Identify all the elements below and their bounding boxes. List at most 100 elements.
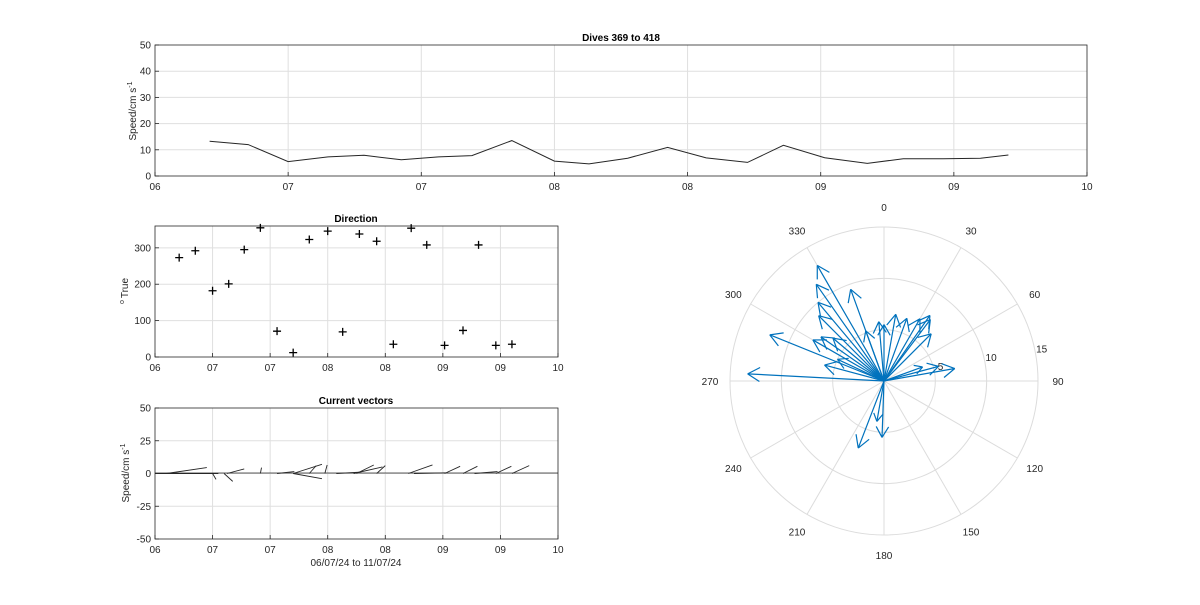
polar-vector-head [815,284,819,299]
current-vector-stick [293,473,323,480]
x-tick-label: 09 [437,363,449,374]
polar-vector-shaft [812,339,885,382]
polar-vector-head [824,360,838,366]
polar-angle-label: 150 [963,528,980,539]
y-tick-label: 20 [140,119,152,130]
polar-vector-shaft [883,318,908,382]
direction-y-label-text: True [120,278,131,299]
direction-chart-title: Direction [334,214,377,225]
polar-vector-head [872,321,880,334]
direction-point [256,223,265,232]
polar-vector-head [816,264,830,273]
current-vector-stick [462,465,478,474]
direction-point [289,348,298,357]
x-tick-label: 07 [416,182,428,193]
polar-vector-shaft [865,330,885,382]
direction-point [440,341,449,350]
polar-vector-shaft [747,373,885,382]
polar-vector-shaft [837,358,885,382]
polar-angle-label: 240 [725,464,742,475]
polar-vector-head [818,315,823,330]
x-tick-label: 07 [265,363,277,374]
x-tick-label: 09 [495,545,507,556]
speed-panel: Dives 369 to 418 06 07 07 08 08 09 09 10 0 10 20 30… [127,33,1093,193]
current-vector-stick [356,464,374,474]
direction-point [474,240,483,249]
polar-vector-head [820,336,828,350]
y-tick-label: 25 [140,436,152,447]
polar-vectors [747,264,956,449]
x-tick-label: 08 [380,545,392,556]
polar-angle-label: 330 [789,226,806,237]
y-tick-label: 50 [140,41,152,52]
vectors-y-label-text: Speed/cm s [121,450,132,503]
polar-vector-head [926,333,932,348]
polar-vector-head [895,317,908,328]
direction-markers [175,223,516,357]
x-tick-label: 08 [322,363,334,374]
x-tick-label: 08 [380,363,392,374]
polar-vector-head [926,362,939,367]
polar-vector-shaft [832,337,885,382]
x-tick-label: 07 [207,363,219,374]
y-tick-label: 0 [145,469,151,480]
polar-vector-shaft [883,366,923,382]
speed-y-label-sup: -1 [127,81,134,87]
current-vector-stick [212,473,217,480]
x-tick-label: 06 [149,182,161,193]
polar-vector-shaft [878,321,885,382]
polar-vector-shaft [883,314,897,382]
y-tick-label: -50 [137,535,152,546]
polar-vector-head [907,318,921,327]
direction-y-label: oTrue [119,278,131,305]
polar-vector-shaft [881,380,885,438]
polar-vector-head [928,315,931,330]
polar-vector-head [913,364,923,368]
y-tick-label: 30 [140,93,152,104]
direction-axes-box [154,225,559,358]
polar-vector-shaft [818,315,885,382]
polar-vector-head [817,302,822,317]
direction-point [507,340,516,349]
x-tick-label: 10 [1081,182,1093,193]
x-tick-label: 07 [283,182,295,193]
polar-labels: 0 30 60 90 120 150 180 210 240 270 300 330 5 10 15 [702,203,1064,562]
speed-gridlines [155,45,1087,176]
polar-radius-label: 10 [986,353,998,364]
current-vector-stick [376,465,386,474]
polar-vector-shaft [857,380,885,449]
polar-radius-label: 5 [938,362,944,373]
polar-vector-shaft [883,365,939,382]
speed-y-label: Speed/cm s-1 [127,81,139,140]
polar-vector-head [863,330,867,343]
direction-point [175,253,184,262]
direction-point [355,230,364,239]
direction-point [407,224,416,233]
current-vector-stick [444,465,461,474]
polar-vector-shaft [883,315,931,382]
speed-axes-box [154,44,1088,177]
polar-vector-head [917,318,931,326]
polar-vector-head [917,333,932,339]
polar-vector-shaft [820,336,885,382]
polar-vector-head [941,363,955,370]
polar-vector-shaft [883,333,932,382]
x-tick-label: 09 [495,363,507,374]
vectors-panel: Current vectors 06 07 07 08 08 09 09 10 -50 -25 0 2… [120,396,564,569]
y-tick-label: 200 [134,280,151,291]
direction-point [372,237,381,246]
vectors-y-label: Speed/cm s-1 [120,443,132,502]
direction-point [323,227,332,236]
current-vector-stick [511,465,530,474]
current-vector-stick [308,465,317,474]
polar-vector-shaft [769,334,885,382]
polar-vector-shaft [883,367,955,382]
vectors-gridlines [155,408,558,539]
vectors-tick-labels: 06 07 07 08 08 09 09 10 -50 -25 0 25 50 [137,404,564,557]
vectors-x-label: 06/07/24 to 11/07/24 [310,558,401,569]
polar-vector-head [916,314,931,322]
polar-vector-head [881,426,890,438]
speed-tick-labels: 06 07 07 08 08 09 09 10 0 10 20 30 40 50 [140,41,1093,194]
